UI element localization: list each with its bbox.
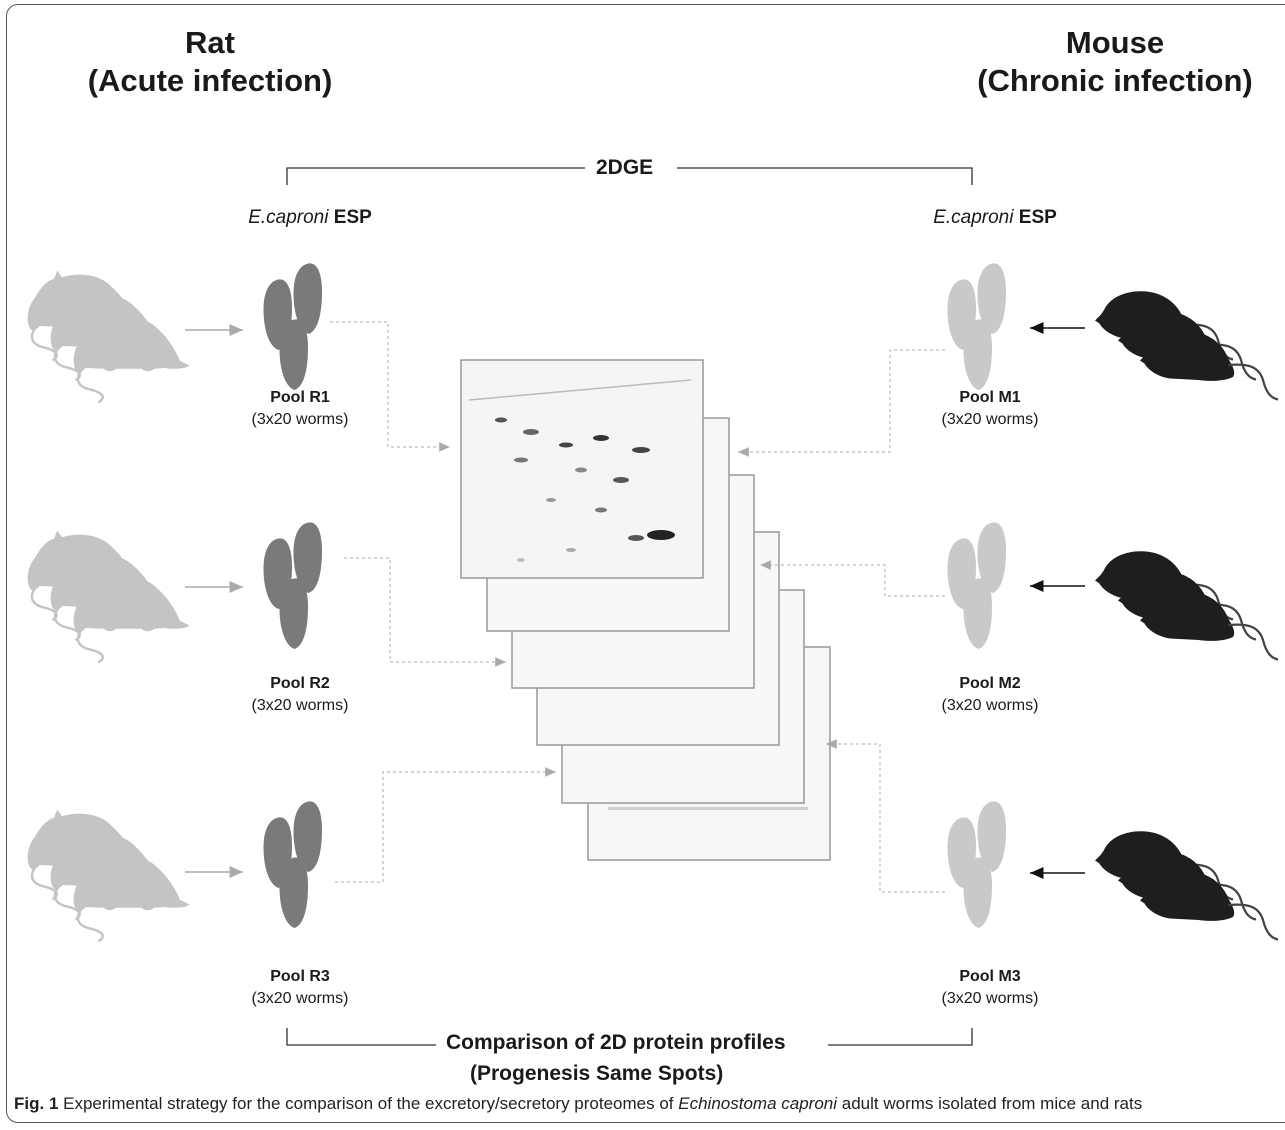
pool-count: (3x20 worms) [251,990,349,1007]
pool-name: Pool M2 [959,675,1021,692]
top-bracket-label: 2DGE [586,155,664,181]
pool-label: Pool R3 (3x20 worms) [200,966,400,1010]
pool-label: Pool M3 (3x20 worms) [890,966,1090,1010]
rat-icon [26,808,191,943]
pool-count: (3x20 worms) [251,697,349,714]
rat-icon [26,529,191,664]
bottom-bracket-label: Comparison of 2D protein profiles [436,1030,796,1056]
pool-name: Pool M1 [959,389,1021,406]
mouse-icon [1093,290,1280,401]
pool-label: Pool R2 (3x20 worms) [200,673,400,717]
mouse-icon [1093,830,1280,941]
right-host-condition: (Chronic infection) [977,63,1253,98]
esp-species: E.caproni [933,207,1014,228]
pool-name: Pool R3 [270,968,330,985]
top-bracket [286,167,973,185]
pool-count: (3x20 worms) [251,411,349,428]
right-host-name: Mouse [1065,25,1165,60]
pool-name: Pool R2 [270,675,330,692]
pool-label: Pool M2 (3x20 worms) [890,673,1090,717]
esp-product: ESP [333,207,372,228]
bottom-bracket-sublabel: (Progenesis Same Spots) [470,1062,724,1085]
mouse-icon [1093,550,1280,661]
worm-icon [947,801,1006,928]
pool-label: Pool M1 (3x20 worms) [890,387,1090,431]
worm-icon [263,263,322,390]
figure-frame [6,4,1285,1123]
esp-species: E.caproni [248,207,329,228]
left-host-condition: (Acute infection) [87,63,333,98]
worm-icon [947,522,1006,649]
right-host-title: Mouse (Chronic infection) [955,24,1275,100]
caption-text-after: adult worms isolated from mice and rats [841,1094,1143,1113]
caption-figure-number: Fig. 1 [14,1094,59,1113]
pool-to-gel-connectors [330,321,945,893]
rat-icon [26,269,191,404]
pool-count: (3x20 worms) [941,411,1039,428]
worm-icon [263,801,322,928]
pool-label: Pool R1 (3x20 worms) [200,387,400,431]
gel-image-icon [460,359,831,861]
left-host-name: Rat [185,25,235,60]
pool-count: (3x20 worms) [941,697,1039,714]
worm-icon [263,522,322,649]
esp-product: ESP [1018,207,1057,228]
bottom-bracket [286,1028,973,1046]
worm-icon [947,263,1006,390]
pool-name: Pool R1 [270,389,330,406]
figure-caption: Fig. 1 Experimental strategy for the com… [14,1093,1142,1115]
left-host-title: Rat (Acute infection) [60,24,360,100]
right-esp-label: E.caproni ESP [905,206,1085,230]
pool-name: Pool M3 [959,968,1021,985]
infection-arrows [185,322,1085,879]
pool-count: (3x20 worms) [941,990,1039,1007]
caption-text-before: Experimental strategy for the comparison… [63,1094,674,1113]
left-esp-label: E.caproni ESP [220,206,400,230]
caption-species: Echinostoma caproni [678,1094,838,1113]
